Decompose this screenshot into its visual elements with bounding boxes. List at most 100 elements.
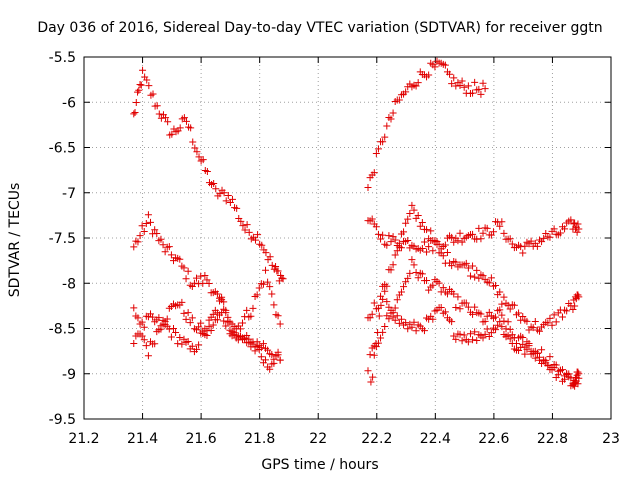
- data-point-A4: [249, 304, 257, 312]
- data-point-A1: [195, 153, 203, 161]
- data-point-A3: [213, 316, 221, 324]
- data-point-B3: [523, 317, 531, 325]
- data-point-B1: [441, 61, 449, 69]
- data-point-B5: [370, 351, 378, 359]
- data-point-A3: [188, 314, 196, 322]
- data-point-A4: [159, 316, 167, 324]
- data-point-A2: [157, 235, 165, 243]
- data-point-A3: [140, 336, 148, 344]
- y-tick-label: -6: [62, 95, 76, 111]
- data-point-A2: [140, 227, 148, 235]
- data-point-B5: [538, 346, 546, 354]
- data-point-B4: [477, 310, 485, 318]
- data-point-A1: [212, 185, 220, 193]
- data-point-A3: [266, 365, 274, 373]
- data-point-B5: [572, 374, 580, 382]
- y-tick-label: -8: [62, 276, 76, 292]
- data-point-B1: [379, 138, 387, 146]
- data-point-B1: [446, 70, 454, 78]
- y-tick-label: -7: [62, 186, 76, 202]
- data-point-B3: [471, 273, 479, 281]
- data-point-A4: [266, 283, 274, 291]
- data-point-B2: [574, 220, 582, 228]
- data-point-A2: [176, 255, 184, 263]
- data-point-A1: [153, 102, 161, 110]
- data-point-B5: [492, 326, 500, 334]
- data-point-B4: [481, 317, 489, 325]
- data-point-B5: [395, 319, 403, 327]
- data-point-A1: [134, 88, 142, 96]
- data-point-B5: [535, 356, 543, 364]
- data-point-B2: [573, 228, 581, 236]
- data-point-B5: [506, 335, 514, 343]
- data-point-A1: [168, 130, 176, 138]
- data-point-B3: [370, 299, 378, 307]
- data-point-B1: [475, 85, 483, 93]
- data-point-B5: [531, 354, 539, 362]
- data-point-A4: [193, 345, 201, 353]
- data-point-A1: [222, 197, 230, 205]
- data-point-B5: [473, 337, 481, 345]
- data-point-B5: [544, 361, 552, 369]
- x-tick-label: 22: [309, 431, 327, 447]
- data-point-B5: [456, 330, 464, 338]
- data-point-B2: [546, 233, 554, 241]
- data-point-A4: [264, 278, 272, 286]
- data-point-A1: [220, 189, 228, 197]
- data-point-B3: [510, 301, 518, 309]
- data-point-A2: [182, 275, 190, 283]
- data-point-B5: [372, 340, 380, 348]
- data-point-A1: [245, 228, 253, 236]
- data-point-B2: [450, 238, 458, 246]
- data-point-A1: [279, 275, 287, 283]
- data-point-A3: [197, 319, 205, 327]
- data-point-B2: [387, 238, 395, 246]
- y-tick-label: -6.5: [49, 141, 76, 157]
- data-point-B3: [504, 301, 512, 309]
- data-point-A4: [178, 340, 186, 348]
- data-point-B1: [383, 122, 391, 130]
- data-point-B3: [452, 258, 460, 266]
- data-point-B4: [469, 310, 477, 318]
- data-point-B5: [379, 282, 387, 290]
- data-point-A4: [216, 297, 224, 305]
- data-point-A1: [278, 274, 286, 282]
- data-point-B4: [498, 311, 506, 319]
- data-point-B5: [565, 370, 573, 378]
- data-point-B4: [452, 304, 460, 312]
- data-point-B5: [494, 321, 502, 329]
- data-point-B3: [531, 318, 539, 326]
- data-point-B3: [406, 210, 414, 218]
- data-point-B3: [439, 252, 447, 260]
- data-point-B3: [414, 212, 422, 220]
- data-point-B4: [471, 303, 479, 311]
- data-point-B3: [485, 279, 493, 287]
- data-point-A1: [162, 114, 170, 122]
- data-point-B5: [554, 371, 562, 379]
- data-point-B2: [379, 231, 387, 239]
- data-point-A4: [243, 306, 251, 314]
- data-point-A1: [193, 148, 201, 156]
- data-point-B2: [372, 223, 380, 231]
- data-point-A2: [144, 211, 152, 219]
- data-point-B3: [466, 272, 474, 280]
- data-point-A3: [178, 298, 186, 306]
- data-point-B5: [464, 338, 472, 346]
- data-point-B1: [471, 78, 479, 86]
- data-point-A1: [130, 110, 138, 118]
- data-point-B5: [397, 315, 405, 323]
- data-point-B1: [381, 133, 389, 141]
- data-point-B1: [389, 109, 397, 117]
- data-point-B3: [498, 300, 506, 308]
- data-point-A1: [139, 66, 147, 74]
- data-point-A4: [239, 319, 247, 327]
- data-point-A1: [266, 253, 274, 261]
- data-point-A1: [241, 226, 249, 234]
- data-point-A2: [184, 267, 192, 275]
- data-point-B5: [519, 340, 527, 348]
- data-point-B3: [569, 305, 577, 313]
- data-point-A1: [132, 99, 140, 107]
- data-point-B5: [542, 356, 550, 364]
- y-tick-label: -9.5: [49, 412, 76, 428]
- data-point-B5: [412, 327, 420, 335]
